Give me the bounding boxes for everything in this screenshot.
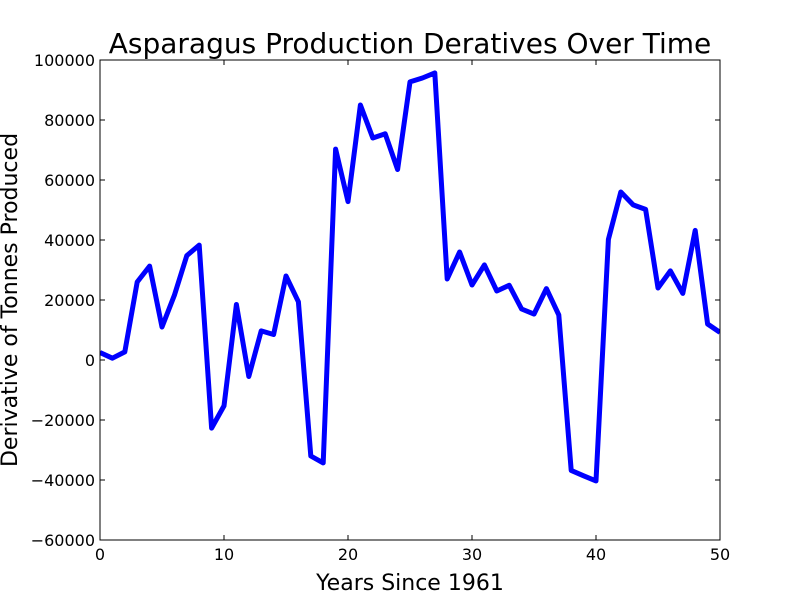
y-tick-label: 60000 (44, 171, 95, 190)
y-tick-label: 0 (85, 351, 95, 370)
y-tick-label: −40000 (31, 471, 95, 490)
x-axis-label: Years Since 1961 (315, 571, 504, 596)
y-tick-label: −20000 (31, 411, 95, 430)
plot-area: 0 10 20 30 40 50 −60000 −40000 −20000 0 20000 40000… (31, 51, 730, 564)
x-tick-label: 50 (710, 545, 730, 564)
x-tick-label: 30 (462, 545, 482, 564)
x-tick-label: 0 (95, 545, 105, 564)
y-tick-label: 100000 (34, 51, 95, 70)
x-tick-label: 40 (586, 545, 606, 564)
y-tick-label: 80000 (44, 111, 95, 130)
y-tick-label: 20000 (44, 291, 95, 310)
y-axis-label: Derivative of Tonnes Produced (0, 133, 23, 467)
x-tick-label: 10 (214, 545, 234, 564)
series-line-0 (100, 70, 720, 484)
y-tick-label: −60000 (31, 531, 95, 550)
y-tick-label: 40000 (44, 231, 95, 250)
plot-frame (99, 59, 721, 541)
chart-title: Asparagus Production Deratives Over Time (109, 27, 712, 60)
x-tick-label: 20 (338, 545, 358, 564)
